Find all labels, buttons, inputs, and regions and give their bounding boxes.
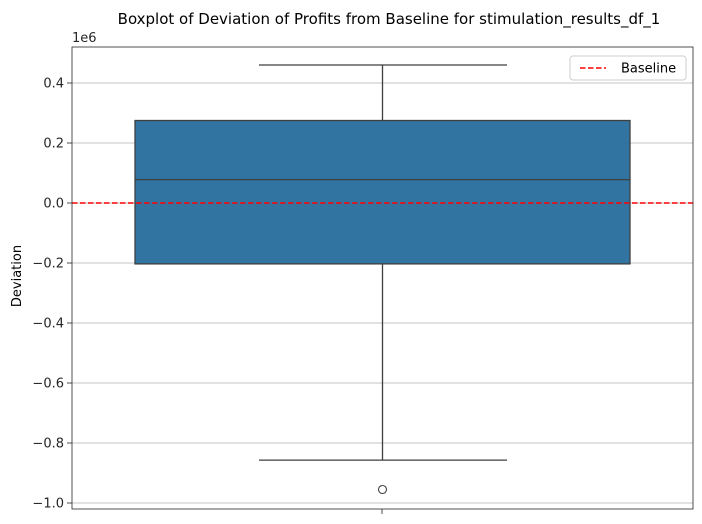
y-tick-label: −0.4 (32, 317, 64, 332)
y-tick-label: 0.0 (43, 197, 64, 212)
y-axis-label: Deviation (10, 245, 25, 307)
iqr-box (134, 119, 631, 265)
y-axis-offset-label: 1e6 (72, 31, 97, 46)
y-axis-ticks: 0.4 0.2 0.0 −0.2 −0.4 −0.6 −0.8 −1.0 (32, 77, 72, 512)
legend: Baseline (569, 55, 687, 81)
outlier-point (377, 484, 388, 495)
legend-box (569, 55, 687, 81)
plot-area-frame (71, 46, 694, 510)
y-tick-label: −1.0 (32, 497, 64, 512)
legend-label-baseline: Baseline (621, 62, 676, 77)
chart-title: Boxplot of Deviation of Profits from Bas… (118, 10, 661, 29)
y-tick-label: −0.2 (32, 257, 64, 272)
y-tick-label: −0.6 (32, 377, 64, 392)
y-tick-label: 0.2 (43, 137, 64, 152)
box-element (134, 64, 631, 495)
y-tick-label: −0.8 (32, 437, 64, 452)
y-tick-label: 0.4 (43, 77, 64, 92)
